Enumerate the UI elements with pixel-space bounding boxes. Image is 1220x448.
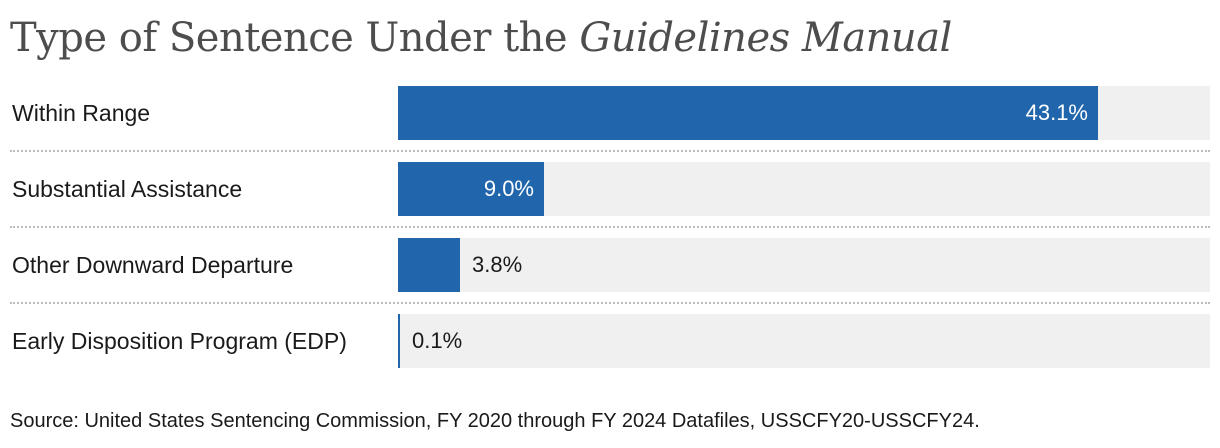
bar-row: Other Downward Departure 3.8%	[0, 238, 1220, 292]
row-divider	[10, 226, 1210, 228]
category-label: Early Disposition Program (EDP)	[12, 328, 347, 354]
row-divider	[10, 150, 1210, 152]
bar-track: 0.1%	[398, 314, 1210, 368]
chart-title: Type of Sentence Under the Guidelines Ma…	[10, 8, 952, 68]
bar	[398, 86, 1098, 140]
bar-track: 3.8%	[398, 238, 1210, 292]
value-label: 0.1%	[412, 328, 463, 353]
bar-track: 43.1%	[398, 86, 1210, 140]
bar	[398, 238, 460, 292]
bar	[398, 162, 544, 216]
chart-title-emphasis: Guidelines Manual	[579, 15, 952, 61]
bar-track: 9.0%	[398, 162, 1210, 216]
category-label: Substantial Assistance	[12, 176, 243, 202]
bar	[398, 314, 400, 368]
bar-row: Substantial Assistance 9.0%	[0, 162, 1220, 216]
bar-row: Early Disposition Program (EDP) 0.1%	[0, 314, 1220, 368]
category-label: Within Range	[12, 100, 151, 126]
bar-row: Within Range 43.1%	[0, 86, 1220, 140]
value-label: 9.0%	[483, 176, 534, 201]
category-label: Other Downward Departure	[12, 252, 294, 278]
bar-chart: Within Range 43.1% Substantial Assistance 9…	[0, 86, 1220, 368]
value-label: 3.8%	[472, 252, 523, 277]
source-note: Source: United States Sentencing Commiss…	[10, 410, 980, 432]
chart-title-prefix: Type of Sentence Under the	[10, 15, 580, 61]
row-divider	[10, 302, 1210, 304]
value-label: 43.1%	[1025, 100, 1088, 125]
